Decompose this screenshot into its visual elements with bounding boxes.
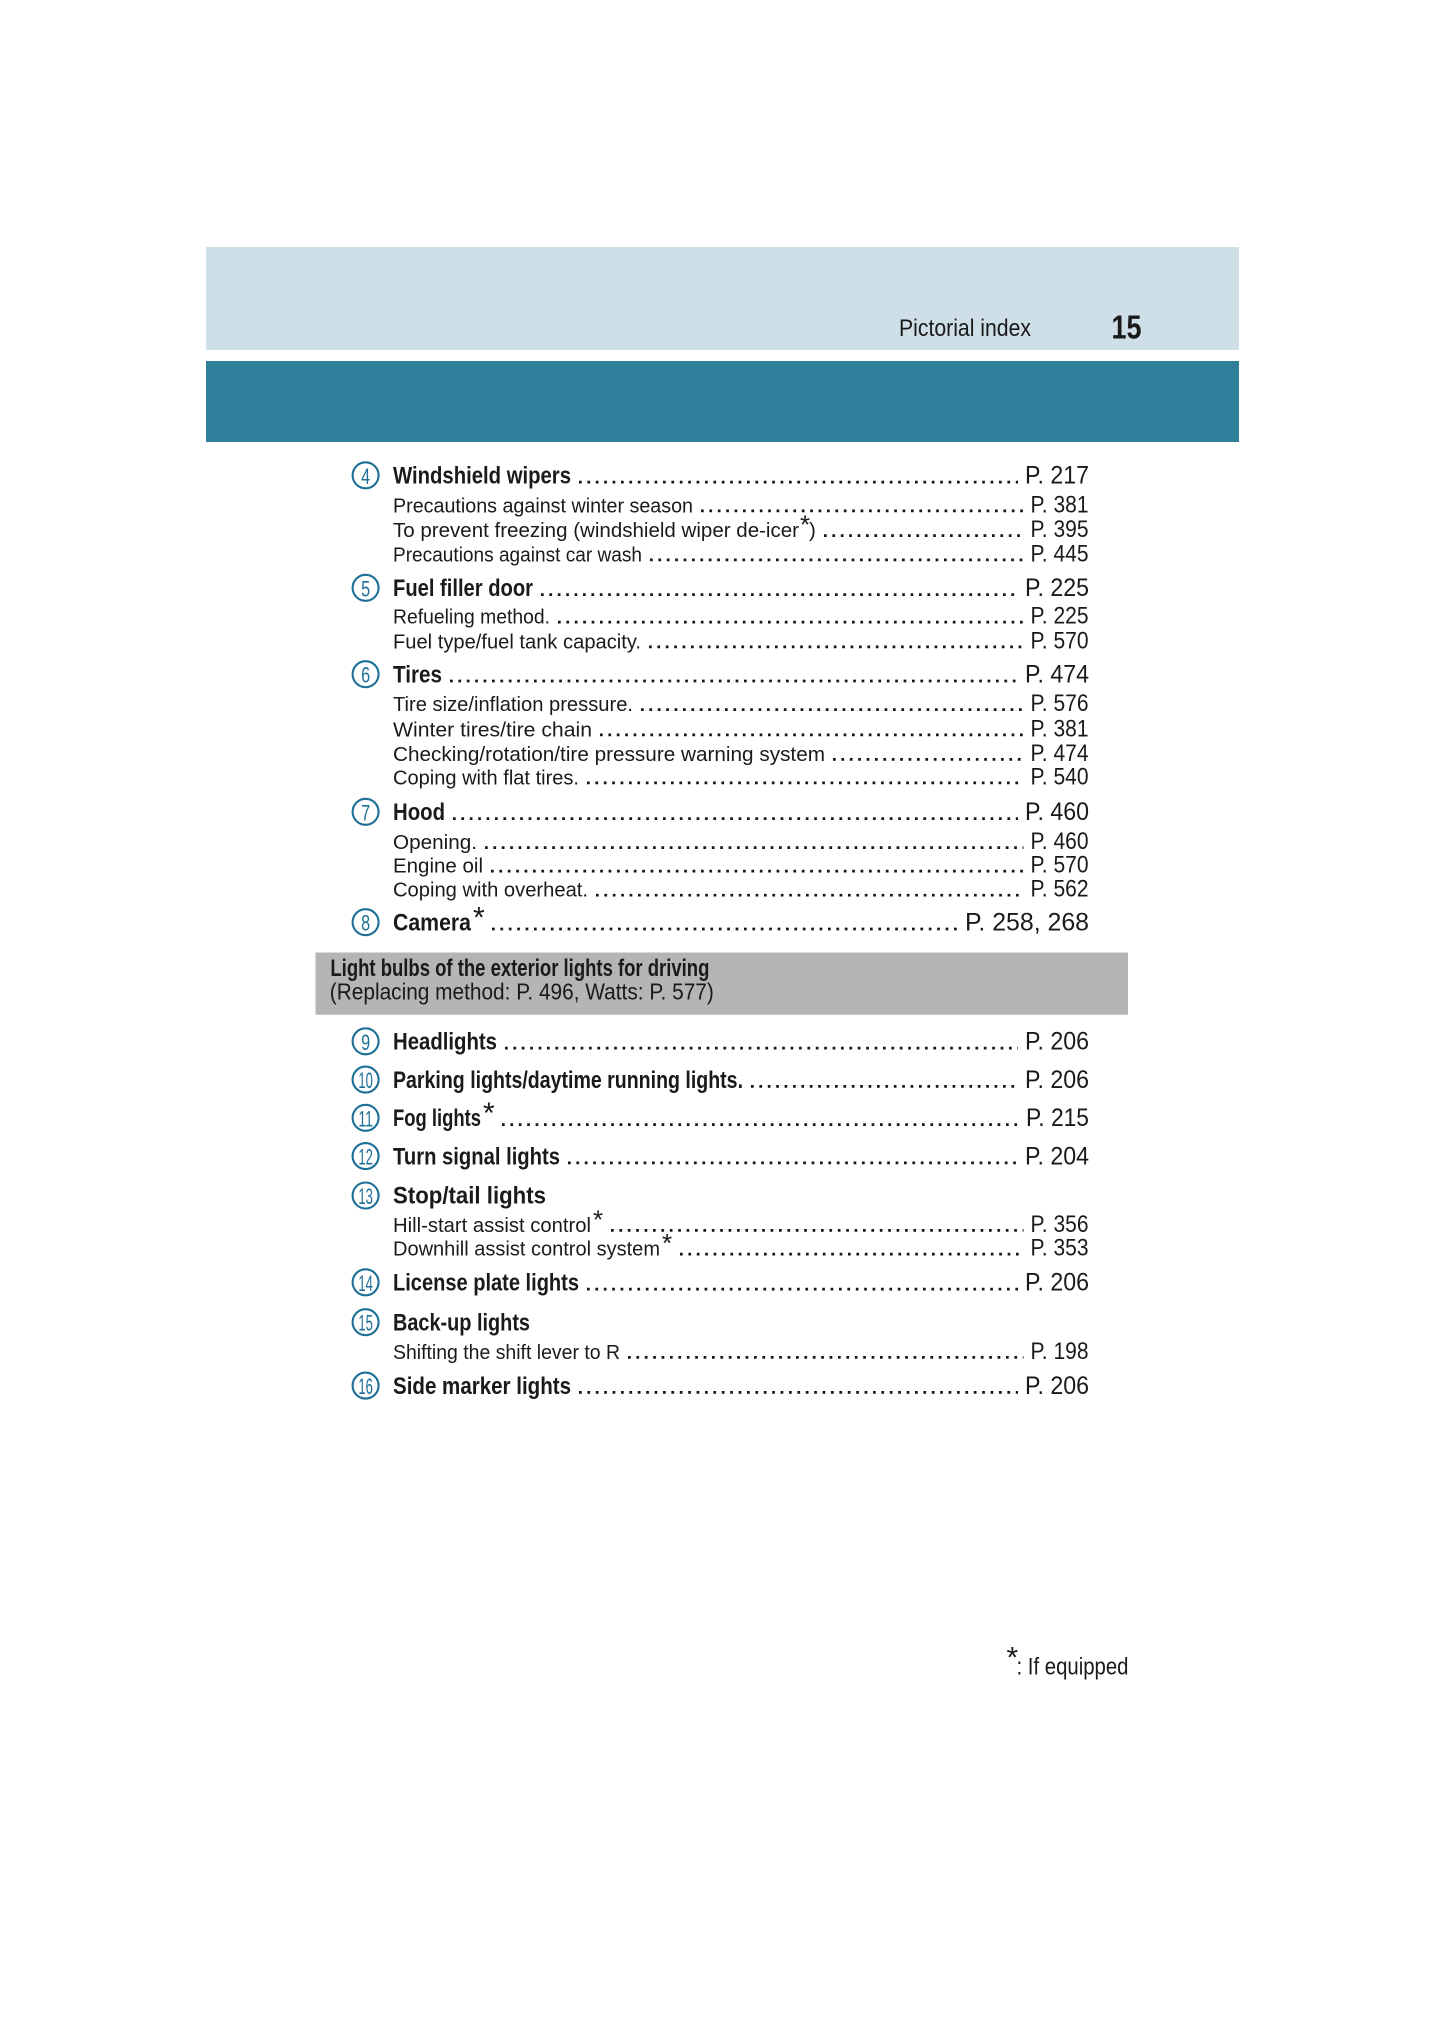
svg-text:Parking lights/daytime running: Parking lights/daytime running lights.	[393, 1067, 743, 1094]
svg-text:Coping with overheat.: Coping with overheat.	[393, 879, 588, 902]
svg-text:Opening.: Opening.	[393, 831, 477, 854]
svg-text:P. 198: P. 198	[1031, 1338, 1089, 1365]
svg-text:Stop/tail lights: Stop/tail lights	[393, 1183, 546, 1210]
svg-text:P. 570: P. 570	[1031, 852, 1089, 879]
svg-text:11: 11	[358, 1106, 373, 1131]
svg-text:Fuel filler door: Fuel filler door	[393, 575, 533, 602]
svg-text:Winter tires/tire chain: Winter tires/tire chain	[393, 718, 592, 741]
svg-text:P. 217: P. 217	[1025, 462, 1089, 490]
svg-text:7: 7	[361, 800, 370, 825]
svg-text:Back-up lights: Back-up lights	[393, 1309, 530, 1336]
svg-text:Precautions against winter sea: Precautions against winter season	[393, 494, 693, 517]
svg-text:P. 206: P. 206	[1025, 1066, 1089, 1094]
svg-text:*: *	[662, 1228, 672, 1258]
svg-text:P. 381: P. 381	[1031, 715, 1089, 742]
svg-text:Side marker lights: Side marker lights	[393, 1373, 571, 1400]
svg-text:*: *	[593, 1204, 603, 1234]
svg-text:To prevent freezing (windshiel: To prevent freezing (windshield wiper de…	[393, 519, 799, 542]
svg-text:8: 8	[361, 911, 370, 936]
svg-text:P. 460: P. 460	[1025, 798, 1089, 826]
svg-text:P. 395: P. 395	[1031, 516, 1089, 543]
svg-text:P. 204: P. 204	[1025, 1142, 1089, 1170]
svg-text:(Replacing method: P. 496, Wat: (Replacing method: P. 496, Watts: P. 577…	[330, 978, 714, 1004]
svg-text:P. 258, 268: P. 258, 268	[965, 908, 1089, 936]
svg-text:Windshield wipers: Windshield wipers	[393, 463, 571, 490]
svg-text:Fuel type/fuel tank capacity.: Fuel type/fuel tank capacity.	[393, 630, 641, 653]
svg-text:15: 15	[1112, 309, 1142, 346]
svg-text:P. 206: P. 206	[1025, 1028, 1089, 1056]
svg-text:Refueling method.: Refueling method.	[393, 606, 550, 629]
svg-text:P. 353: P. 353	[1031, 1235, 1089, 1262]
svg-text:Checking/rotation/tire pressur: Checking/rotation/tire pressure warning …	[393, 743, 825, 766]
svg-text:9: 9	[361, 1030, 370, 1055]
svg-text:P. 225: P. 225	[1025, 574, 1089, 602]
svg-text:Tire size/inflation pressure.: Tire size/inflation pressure.	[393, 693, 633, 716]
svg-text:: If equipped: : If equipped	[1017, 1654, 1129, 1681]
svg-text:P. 215: P. 215	[1026, 1104, 1089, 1132]
svg-text:P. 474: P. 474	[1031, 740, 1089, 767]
svg-text:Downhill assist control system: Downhill assist control system	[393, 1238, 660, 1261]
svg-text:14: 14	[358, 1271, 373, 1296]
svg-text:13: 13	[358, 1184, 373, 1209]
svg-text:P. 540: P. 540	[1031, 763, 1089, 790]
svg-text:*: *	[800, 510, 810, 540]
svg-text:P. 225: P. 225	[1031, 603, 1089, 630]
svg-text:License plate lights: License plate lights	[393, 1270, 579, 1297]
svg-text:6: 6	[361, 663, 370, 688]
svg-text:Pictorial index: Pictorial index	[899, 315, 1031, 342]
svg-text:Coping with flat tires.: Coping with flat tires.	[393, 766, 579, 789]
svg-text:Fog lights: Fog lights	[393, 1105, 481, 1132]
svg-text:P. 381: P. 381	[1031, 491, 1089, 518]
svg-text:15: 15	[358, 1311, 373, 1336]
svg-text:P. 206: P. 206	[1025, 1372, 1089, 1400]
svg-text:P. 460: P. 460	[1031, 828, 1089, 855]
svg-text:*: *	[1007, 1642, 1019, 1675]
svg-text:Light bulbs of the exterior li: Light bulbs of the exterior lights for d…	[330, 955, 709, 982]
svg-text:Engine oil: Engine oil	[393, 855, 483, 878]
svg-text:*: *	[483, 1097, 495, 1130]
svg-text:*: *	[473, 901, 485, 934]
svg-text:5: 5	[361, 576, 370, 601]
svg-text:P. 356: P. 356	[1031, 1211, 1089, 1238]
svg-text:Turn signal lights: Turn signal lights	[393, 1143, 560, 1170]
svg-text:P. 474: P. 474	[1025, 660, 1089, 688]
svg-text:4: 4	[361, 464, 370, 489]
svg-text:Hill-start assist control: Hill-start assist control	[393, 1214, 591, 1237]
svg-text:P. 445: P. 445	[1031, 540, 1089, 567]
svg-text:P. 562: P. 562	[1031, 876, 1089, 903]
svg-text:P. 576: P. 576	[1031, 690, 1089, 717]
svg-text:P. 206: P. 206	[1025, 1269, 1089, 1297]
svg-text:Shifting the shift lever to R: Shifting the shift lever to R	[393, 1341, 620, 1364]
svg-text:16: 16	[358, 1374, 373, 1399]
svg-text:Tires: Tires	[393, 661, 442, 688]
svg-text:Camera: Camera	[393, 909, 472, 936]
svg-text:10: 10	[358, 1068, 373, 1093]
svg-text:Precautions against car wash: Precautions against car wash	[393, 543, 642, 566]
svg-text:Hood: Hood	[393, 799, 445, 826]
svg-text:): )	[809, 519, 816, 542]
svg-text:P. 570: P. 570	[1031, 627, 1089, 654]
svg-text:Headlights: Headlights	[393, 1029, 497, 1056]
svg-text:12: 12	[358, 1145, 373, 1170]
